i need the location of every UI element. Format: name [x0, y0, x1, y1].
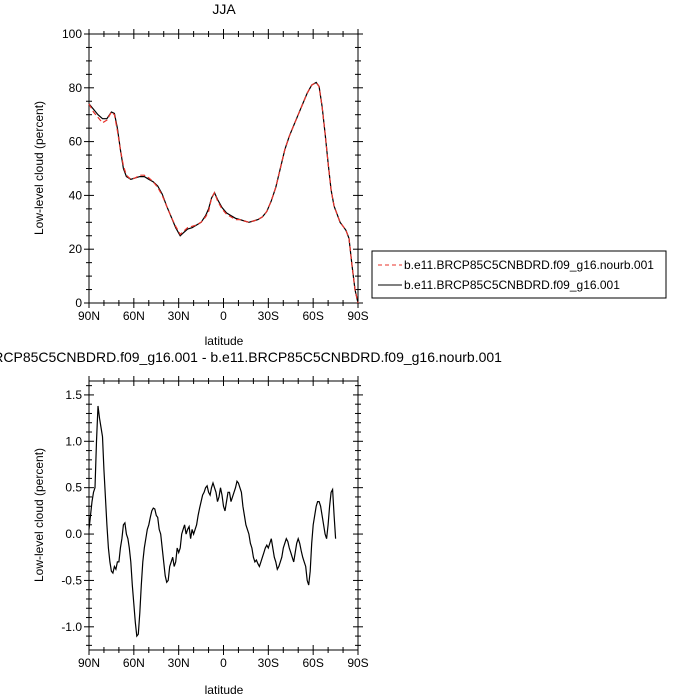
- top-series-lines: [88, 81, 359, 304]
- legend-label-control: b.e11.BRCP85C5CNBDRD.f09_g16.001: [404, 278, 620, 292]
- x-tick-label: 60S: [302, 309, 323, 323]
- top-chart: JJA 90N 60N 30N 0 30S 60S 90S 0 20 40 60…: [32, 1, 667, 348]
- legend: b.e11.BRCP85C5CNBDRD.f09_g16.nourb.001 b…: [371, 250, 667, 299]
- legend-label-nourb: b.e11.BRCP85C5CNBDRD.f09_g16.nourb.001: [404, 258, 654, 272]
- y-tick-label: 1.0: [65, 434, 82, 448]
- top-x-tick-labels: 90N 60N 30N 0 30S 60S 90S: [78, 309, 369, 323]
- x-tick-label: 30S: [258, 309, 279, 323]
- x-tick-label: 30N: [168, 656, 190, 670]
- top-x-axis-title: latitude: [205, 334, 244, 348]
- bottom-series-lines: [88, 405, 337, 638]
- bottom-y-axis-title: Low-level cloud (percent): [32, 448, 46, 582]
- top-y-tick-labels: 0 20 40 60 80 100: [62, 27, 82, 310]
- bottom-chart: b.e11.BRCP85C5CNBDRD.f09_g16.001 - b.e11…: [0, 349, 502, 697]
- bottom-x-tick-labels: 90N 60N 30N 0 30S 60S 90S: [78, 656, 369, 670]
- x-tick-label: 60N: [123, 309, 145, 323]
- x-tick-label: 0: [220, 656, 227, 670]
- y-tick-label: 0.0: [65, 527, 82, 541]
- y-tick-label: -0.5: [61, 573, 82, 587]
- y-tick-label: 40: [69, 188, 83, 202]
- top-plot-frame: [88, 33, 359, 304]
- x-tick-label: 90N: [78, 656, 100, 670]
- x-tick-label: 30S: [258, 656, 279, 670]
- x-tick-label: 90S: [347, 309, 368, 323]
- y-tick-label: -1.0: [61, 620, 82, 634]
- x-tick-label: 0: [220, 309, 227, 323]
- y-tick-label: 1.5: [65, 388, 82, 402]
- y-tick-label: 0.5: [65, 481, 82, 495]
- top-axis-ticks: [84, 29, 363, 308]
- y-tick-label: 60: [69, 135, 83, 149]
- top-y-axis-title: Low-level cloud (percent): [32, 101, 46, 235]
- top-chart-title: JJA: [212, 1, 236, 17]
- series-line: [88, 81, 359, 304]
- x-tick-label: 60S: [302, 656, 323, 670]
- bottom-axis-ticks: [84, 376, 363, 655]
- y-tick-label: 0: [75, 296, 82, 310]
- y-tick-label: 100: [62, 27, 82, 41]
- bottom-chart-title: b.e11.BRCP85C5CNBDRD.f09_g16.001 - b.e11…: [0, 349, 502, 365]
- x-tick-label: 90N: [78, 309, 100, 323]
- y-tick-label: 80: [69, 81, 83, 95]
- x-tick-label: 30N: [168, 309, 190, 323]
- series-line: [88, 81, 359, 304]
- x-tick-label: 60N: [123, 656, 145, 670]
- legend-box: [371, 250, 667, 299]
- y-tick-label: 20: [69, 242, 83, 256]
- x-tick-label: 90S: [347, 656, 368, 670]
- bottom-plot-frame: [88, 380, 359, 651]
- bottom-x-axis-title: latitude: [205, 683, 244, 697]
- series-line: [88, 405, 337, 638]
- bottom-y-tick-labels: -1.0 -0.5 0.0 0.5 1.0 1.5: [61, 388, 82, 634]
